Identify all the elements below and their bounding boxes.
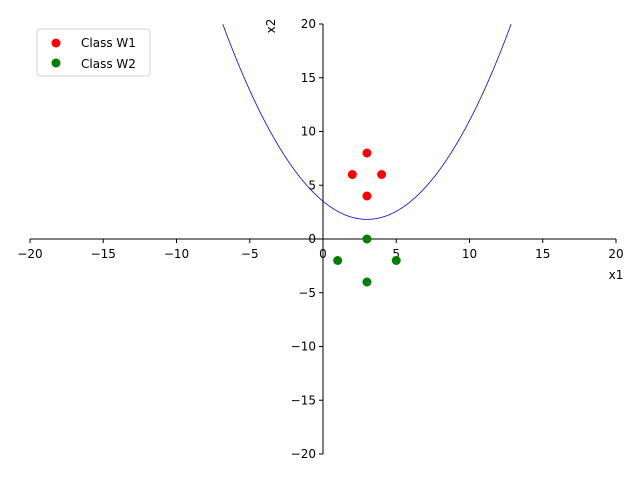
legend-marker-w2 bbox=[51, 58, 61, 68]
decision-boundary-curve bbox=[222, 24, 512, 220]
data-points bbox=[333, 148, 401, 287]
x-tick-label: −15 bbox=[91, 247, 116, 261]
point-class-w1 bbox=[377, 170, 387, 179]
y-tick-label: −10 bbox=[291, 340, 316, 354]
x-tick-label: 20 bbox=[608, 247, 623, 261]
x-tick-label: 5 bbox=[392, 247, 400, 261]
decision-boundary-layer bbox=[222, 24, 512, 220]
point-class-w1 bbox=[362, 191, 372, 201]
point-class-w2 bbox=[391, 256, 401, 265]
y-axis-label: x2 bbox=[264, 19, 278, 34]
y-tick-label: 15 bbox=[301, 71, 316, 85]
ticks: −20 −15 −10 −5 0 5 10 15 20 −20 −15 −10 −5 0 5 10 15 20 bbox=[17, 17, 623, 461]
y-tick-label: 0 bbox=[308, 232, 316, 246]
x-tick-label: 15 bbox=[535, 247, 550, 261]
legend-label-w1: Class W1 bbox=[81, 36, 136, 50]
point-class-w1 bbox=[362, 148, 372, 158]
legend-frame bbox=[36, 28, 151, 77]
y-tick-label: 20 bbox=[301, 17, 316, 31]
point-class-w2 bbox=[362, 277, 372, 287]
y-tick-label: −15 bbox=[291, 393, 316, 407]
y-tick-label: 10 bbox=[301, 125, 316, 139]
point-class-w1 bbox=[347, 170, 357, 179]
point-class-w2 bbox=[333, 256, 343, 265]
x-tick-label: −5 bbox=[241, 247, 259, 261]
legend-label-w2: Class W2 bbox=[81, 57, 136, 71]
x-tick-label: 0 bbox=[319, 247, 327, 261]
x-tick-label: 10 bbox=[462, 247, 477, 261]
x-tick-label: −20 bbox=[17, 247, 42, 261]
y-tick-label: 5 bbox=[308, 178, 316, 192]
y-tick-label: −20 bbox=[291, 447, 316, 461]
legend: Class W1 Class W2 bbox=[36, 28, 151, 77]
legend-marker-w1 bbox=[51, 38, 61, 48]
x-axis-label: x1 bbox=[609, 268, 624, 282]
y-tick-label: −5 bbox=[298, 286, 316, 300]
point-class-w2 bbox=[362, 234, 372, 244]
x-tick-label: −10 bbox=[164, 247, 189, 261]
